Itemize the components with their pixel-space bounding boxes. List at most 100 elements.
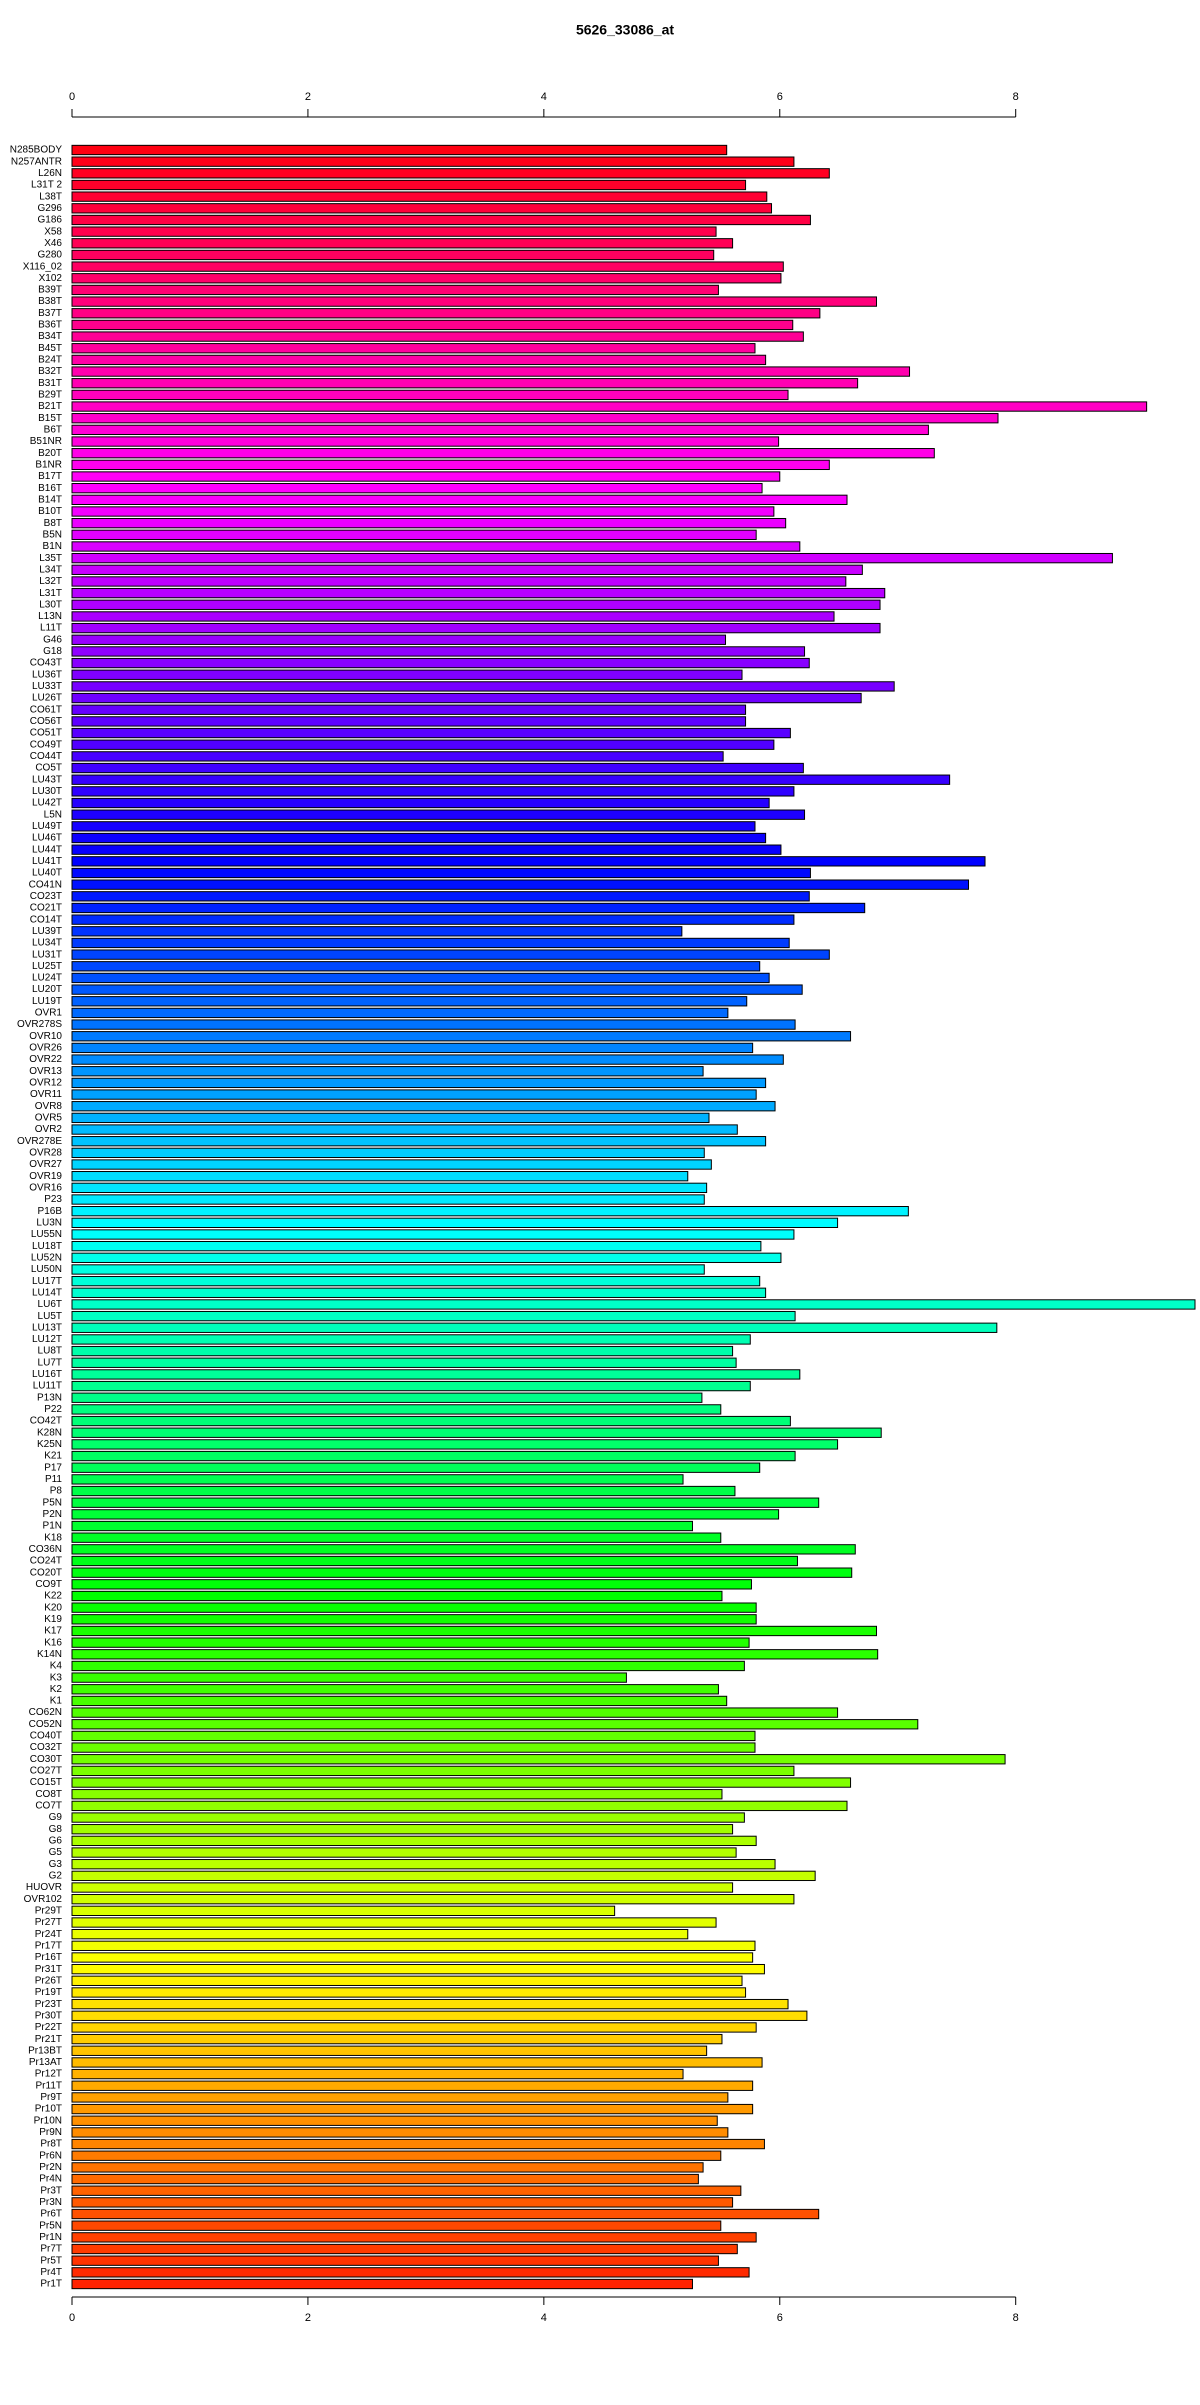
- bar: [71, 2220, 722, 2231]
- y-tick-label: LU46T: [32, 833, 62, 844]
- y-tick-label: P2N: [43, 1509, 62, 1520]
- bar: [71, 739, 775, 750]
- y-tick-label: LU16T: [32, 1369, 62, 1380]
- y-tick-label: B21T: [38, 401, 62, 412]
- y-tick-label: OVR1: [35, 1008, 63, 1019]
- bar: [71, 1404, 722, 1415]
- bar: [71, 1369, 801, 1380]
- bar: [71, 634, 727, 645]
- bar: [71, 296, 878, 307]
- bar: [71, 1007, 729, 1019]
- y-tick-label: B32T: [38, 366, 62, 377]
- bar: [71, 797, 770, 809]
- y-tick-label: B51NR: [30, 436, 62, 447]
- y-tick-label: Pr1N: [39, 2232, 62, 2243]
- bar: [71, 1730, 756, 1742]
- bar: [71, 1870, 816, 1882]
- y-tick-label: OVR278E: [17, 1136, 62, 1147]
- bar: [71, 762, 804, 774]
- bar: [71, 238, 734, 249]
- bar: [71, 844, 782, 855]
- bar: [71, 2197, 734, 2208]
- y-tick-label: LU41T: [32, 856, 62, 867]
- bar: [71, 1334, 751, 1345]
- y-tick-label: P16B: [38, 1206, 63, 1217]
- y-tick-label: LU33T: [32, 681, 62, 692]
- bar: [71, 879, 970, 890]
- y-tick-label: CO24T: [30, 1556, 62, 1567]
- y-tick-label: B14T: [38, 494, 62, 505]
- y-tick-label: Pr9T: [40, 2092, 62, 2103]
- bar: [71, 1509, 780, 1520]
- bar: [71, 1637, 750, 1648]
- y-tick-label: L5N: [44, 809, 62, 820]
- y-tick-label: LU3N: [36, 1217, 62, 1228]
- y-tick-label: OVR28: [29, 1148, 62, 1159]
- y-tick-label: K19: [44, 1614, 62, 1625]
- bar: [71, 2162, 704, 2173]
- bar: [71, 2080, 754, 2091]
- bar: [71, 517, 787, 529]
- bar: [71, 1077, 767, 1089]
- bar: [71, 867, 811, 879]
- bar: [71, 168, 830, 179]
- bar: [71, 657, 810, 669]
- bar: [71, 1649, 879, 1660]
- y-tick-label: Pr1T: [40, 2279, 62, 2290]
- y-tick-label: CO15T: [30, 1777, 62, 1788]
- bar: [71, 646, 806, 657]
- y-tick-label: B34T: [38, 331, 62, 342]
- y-tick-label: CO44T: [30, 751, 62, 762]
- y-tick-label: LU43T: [32, 774, 62, 785]
- y-tick-label: Pr22T: [35, 2022, 62, 2033]
- bar: [71, 1252, 782, 1263]
- y-tick-label: G296: [38, 203, 63, 214]
- bar: [71, 1042, 754, 1054]
- y-tick-label: B8T: [44, 518, 62, 529]
- y-tick-label: L31T 2: [31, 180, 62, 191]
- bar: [71, 2185, 742, 2196]
- bar: [71, 1625, 878, 1637]
- y-tick-label: L13N: [38, 611, 62, 622]
- chart-title: 5626_33086_at: [576, 22, 674, 38]
- y-tick-label: LU17T: [32, 1276, 62, 1287]
- bar: [71, 961, 761, 972]
- bar: [71, 1614, 757, 1625]
- y-tick-label: P17: [44, 1462, 62, 1473]
- bar: [71, 459, 830, 471]
- y-tick-label: CO62N: [29, 1707, 62, 1718]
- bar: [71, 226, 717, 237]
- y-tick-label: K16: [44, 1637, 62, 1648]
- bar: [71, 1952, 754, 1963]
- bar: [71, 1847, 737, 1858]
- y-tick-label: LU26T: [32, 693, 62, 704]
- bar: [71, 436, 780, 447]
- bar: [71, 1392, 703, 1403]
- y-tick-label: Pr9N: [39, 2127, 62, 2138]
- bar: [71, 2092, 729, 2103]
- bar: [71, 1497, 820, 1508]
- bar: [71, 1159, 712, 1170]
- bar: [71, 716, 747, 727]
- y-tick-label: P11: [45, 1474, 62, 1485]
- bar: [71, 319, 794, 331]
- y-tick-label: Pr2N: [39, 2162, 62, 2173]
- y-tick-label: K28N: [37, 1427, 62, 1438]
- x-tick-label: 6: [777, 91, 783, 103]
- y-tick-label: K14N: [37, 1649, 62, 1660]
- y-tick-label: B36T: [38, 320, 62, 331]
- y-tick-label: N257ANTR: [11, 156, 62, 167]
- bar: [71, 1544, 856, 1555]
- bar: [71, 727, 791, 739]
- bar: [71, 2033, 723, 2045]
- bar: [71, 203, 773, 214]
- bar: [71, 2278, 693, 2290]
- y-tick-label: CO27T: [30, 1766, 62, 1777]
- bar: [71, 1975, 743, 1986]
- bar: [71, 832, 767, 844]
- y-tick-label: B5N: [43, 529, 62, 540]
- bar: [71, 541, 801, 552]
- y-tick-label: B20T: [38, 448, 62, 459]
- y-tick-label: CO42T: [30, 1416, 62, 1427]
- y-tick-label: G186: [38, 215, 63, 226]
